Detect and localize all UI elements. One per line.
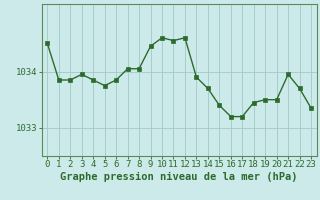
- X-axis label: Graphe pression niveau de la mer (hPa): Graphe pression niveau de la mer (hPa): [60, 172, 298, 182]
